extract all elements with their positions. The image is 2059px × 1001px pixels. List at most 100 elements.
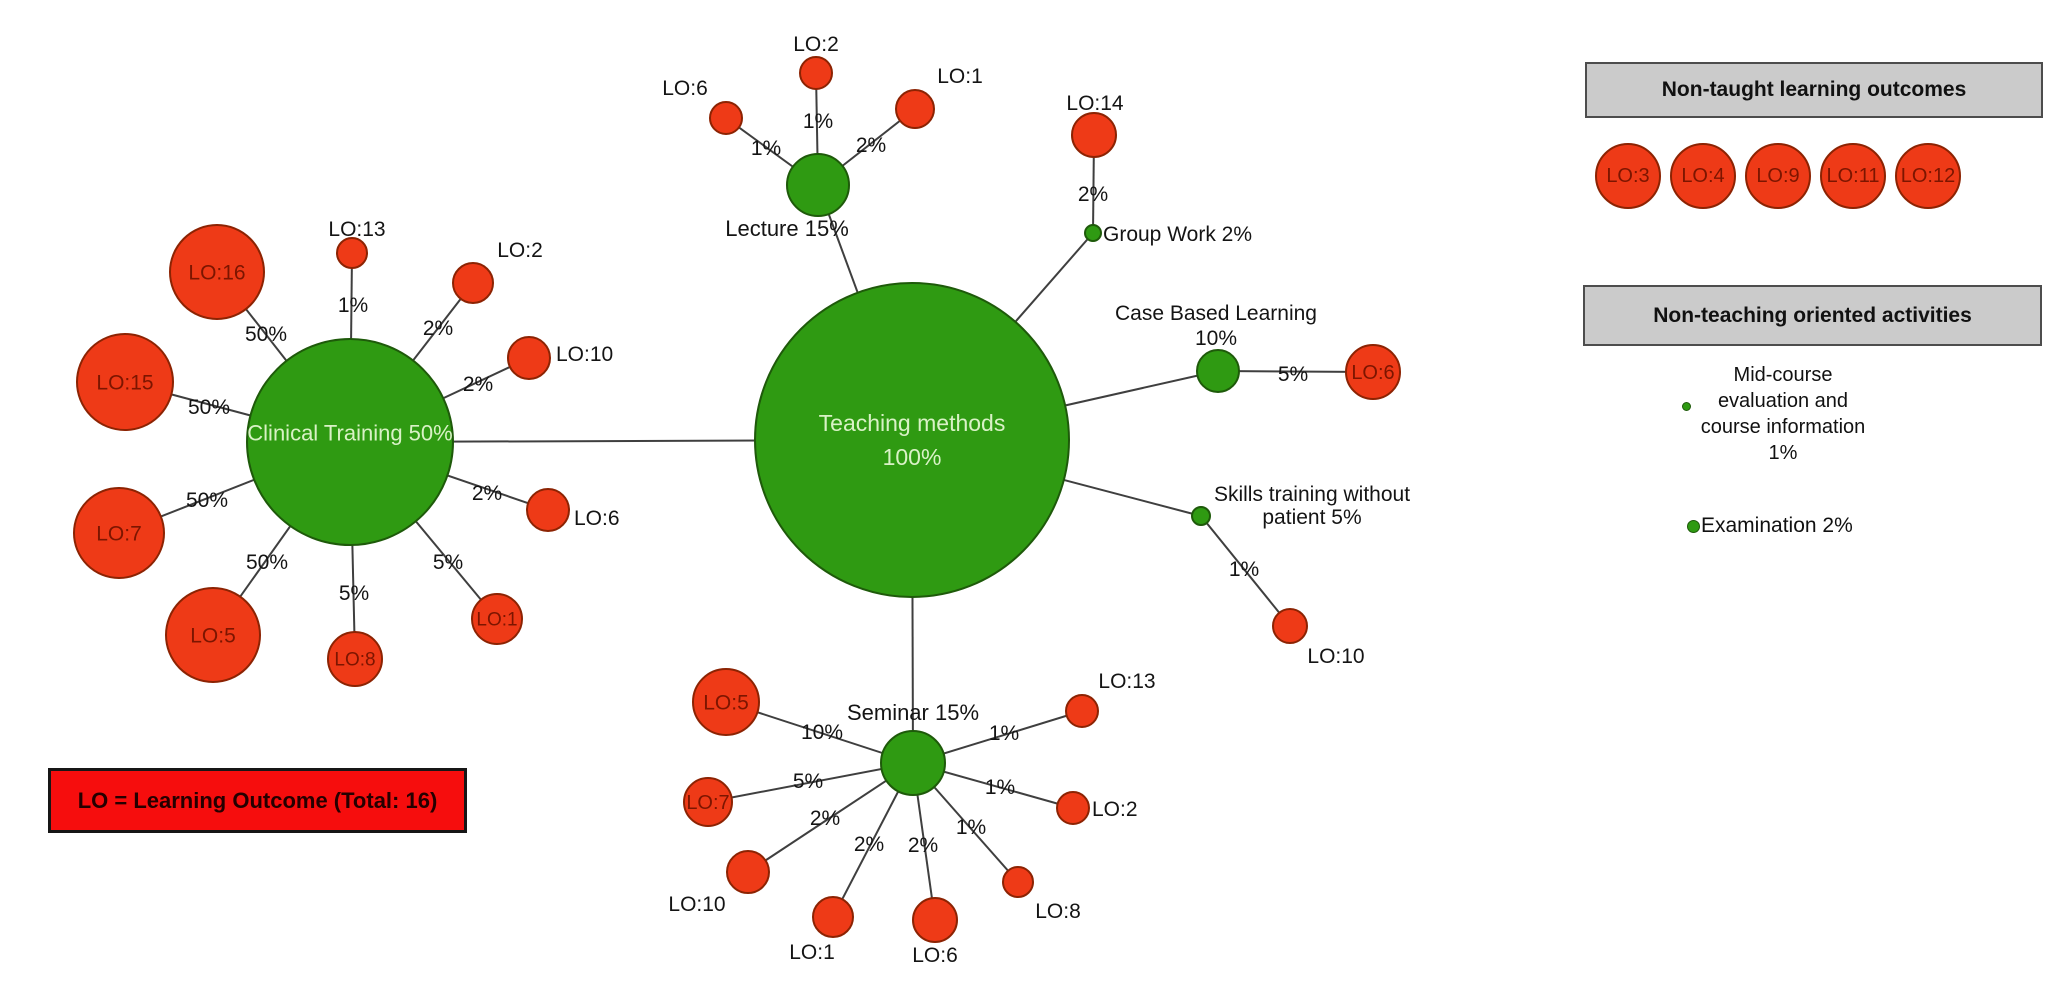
edge-label: 1% (751, 137, 781, 160)
edge-label: 50% (246, 551, 288, 574)
label-gw-lo14: LO:14 (1066, 92, 1124, 115)
edge-label: 1% (985, 776, 1015, 799)
edge-label: 2% (810, 807, 840, 830)
examination-dot (1687, 520, 1700, 533)
node-cbl-lo6 (1345, 344, 1401, 400)
label-ct-lo1: LO:1 (476, 610, 517, 631)
label-ct-lo13: LO:13 (328, 218, 385, 241)
label-ct-lo10: LO:10 (556, 343, 613, 366)
node-ct-lo10 (507, 336, 551, 380)
edge-label: 50% (186, 489, 228, 512)
edge-label: 1% (803, 110, 833, 133)
label-ct-lo6: LO:6 (574, 507, 620, 530)
legend-outcome-circle: LO:9 (1745, 143, 1811, 209)
edge-label: 2% (1078, 183, 1108, 206)
edge-label: 1% (989, 722, 1019, 745)
edge-label: 5% (793, 770, 823, 793)
mid-course-dot (1682, 402, 1691, 411)
node-sem-lo6 (912, 897, 958, 943)
legend-outcome-circle: LO:12 (1895, 143, 1961, 209)
node-ct-lo7 (73, 487, 165, 579)
edge-label: 2% (854, 833, 884, 856)
edge-label: 2% (423, 317, 453, 340)
edge-label: 10% (801, 721, 843, 744)
node-sem-lo7 (683, 777, 733, 827)
edge-label: 50% (245, 323, 287, 346)
label-ct-lo5: LO:5 (190, 624, 236, 647)
mid-course-line: Mid-course (1733, 364, 1833, 386)
edge-label: 1% (1229, 558, 1259, 581)
node-sem-lo2 (1056, 791, 1090, 825)
edge-label: 2% (908, 834, 938, 857)
edge-label: 2% (463, 373, 493, 396)
label-group-work: Group Work 2% (1103, 223, 1252, 246)
node-sem-lo10 (726, 850, 770, 894)
edge-line (1200, 515, 1291, 627)
label-lecture: Lecture 15% (725, 216, 849, 241)
node-group-work (1084, 224, 1102, 242)
label-sem-lo7: LO:7 (686, 792, 729, 814)
node-ct-lo2 (452, 262, 494, 304)
node-lec-lo1 (895, 89, 935, 129)
legend-outcome-circle: LO:11 (1820, 143, 1886, 209)
label-ct-lo15: LO:15 (96, 371, 153, 394)
label-ct-lo16: LO:16 (188, 261, 245, 284)
label-lec-lo1: LO:1 (937, 65, 983, 88)
edge-label: 5% (1278, 363, 1308, 386)
legend-outcome-circle: LO:4 (1670, 143, 1736, 209)
label-sem-lo5: LO:5 (703, 691, 749, 714)
legend-non-taught-header: Non-taught learning outcomes (1585, 62, 2043, 118)
legend-non-taught-circles: LO:3 LO:4 LO:9 LO:11 LO:12 (1595, 143, 1961, 209)
label-sem-lo13: LO:13 (1098, 670, 1155, 693)
node-sem-lo13 (1065, 694, 1099, 728)
label-skills-training: Skills training without patient 5% (1214, 483, 1410, 529)
node-sem-lo1 (812, 896, 854, 938)
label-lec-lo2: LO:2 (793, 33, 839, 56)
node-skills-training (1191, 506, 1211, 526)
label-seminar: Seminar 15% (847, 700, 979, 725)
node-ct-lo5 (165, 587, 261, 683)
node-lec-lo6 (709, 101, 743, 135)
legend-outcome-circle: LO:3 (1595, 143, 1661, 209)
label-sk-lo10: LO:10 (1307, 645, 1364, 668)
edge-label: 1% (956, 816, 986, 839)
node-seminar (880, 730, 946, 796)
node-gw-lo14 (1071, 112, 1117, 158)
node-sem-lo8 (1002, 866, 1034, 898)
label-sem-lo8: LO:8 (1035, 900, 1081, 923)
legend-non-taught-title: Non-taught learning outcomes (1661, 78, 1967, 101)
label-teaching-methods: Teaching methods 100% (819, 410, 1006, 470)
edge-label: 2% (472, 482, 502, 505)
edge-label: 5% (433, 551, 463, 574)
node-sem-lo5 (692, 668, 760, 736)
mid-course-label: Mid-course evaluation and course informa… (1697, 362, 1869, 466)
edge-label: 1% (338, 294, 368, 317)
label-ct-lo7: LO:7 (96, 522, 142, 545)
legend-activities-header: Non-teaching oriented activities (1583, 285, 2042, 346)
node-lec-lo2 (799, 56, 833, 90)
label-ct-lo2: LO:2 (497, 239, 543, 262)
label-sem-lo10: LO:10 (668, 893, 725, 916)
node-ct-lo6 (526, 488, 570, 532)
edge-label: 50% (188, 396, 230, 419)
label-sem-lo6: LO:6 (912, 944, 958, 967)
node-ct-lo13 (336, 237, 368, 269)
node-ct-lo1 (471, 593, 523, 645)
node-lecture (786, 153, 850, 217)
node-clinical-training (246, 338, 454, 546)
label-clinical-training: Clinical Training 50% (247, 421, 452, 446)
edge-label: 2% (856, 134, 886, 157)
examination-label: Examination 2% (1701, 514, 1853, 537)
mid-course-line: 1% (1768, 442, 1798, 464)
abbreviation-note-box: LO = Learning Outcome (Total: 16) (48, 768, 467, 833)
node-ct-lo16 (169, 224, 265, 320)
mid-course-line: evaluation and (1717, 390, 1849, 412)
label-cbl-lo6: LO:6 (1351, 362, 1394, 384)
mid-course-line: course information (1700, 416, 1866, 438)
edge-line (707, 762, 914, 803)
node-ct-lo15 (76, 333, 174, 431)
edge-label: 5% (339, 582, 369, 605)
label-lec-lo6: LO:6 (662, 77, 708, 100)
